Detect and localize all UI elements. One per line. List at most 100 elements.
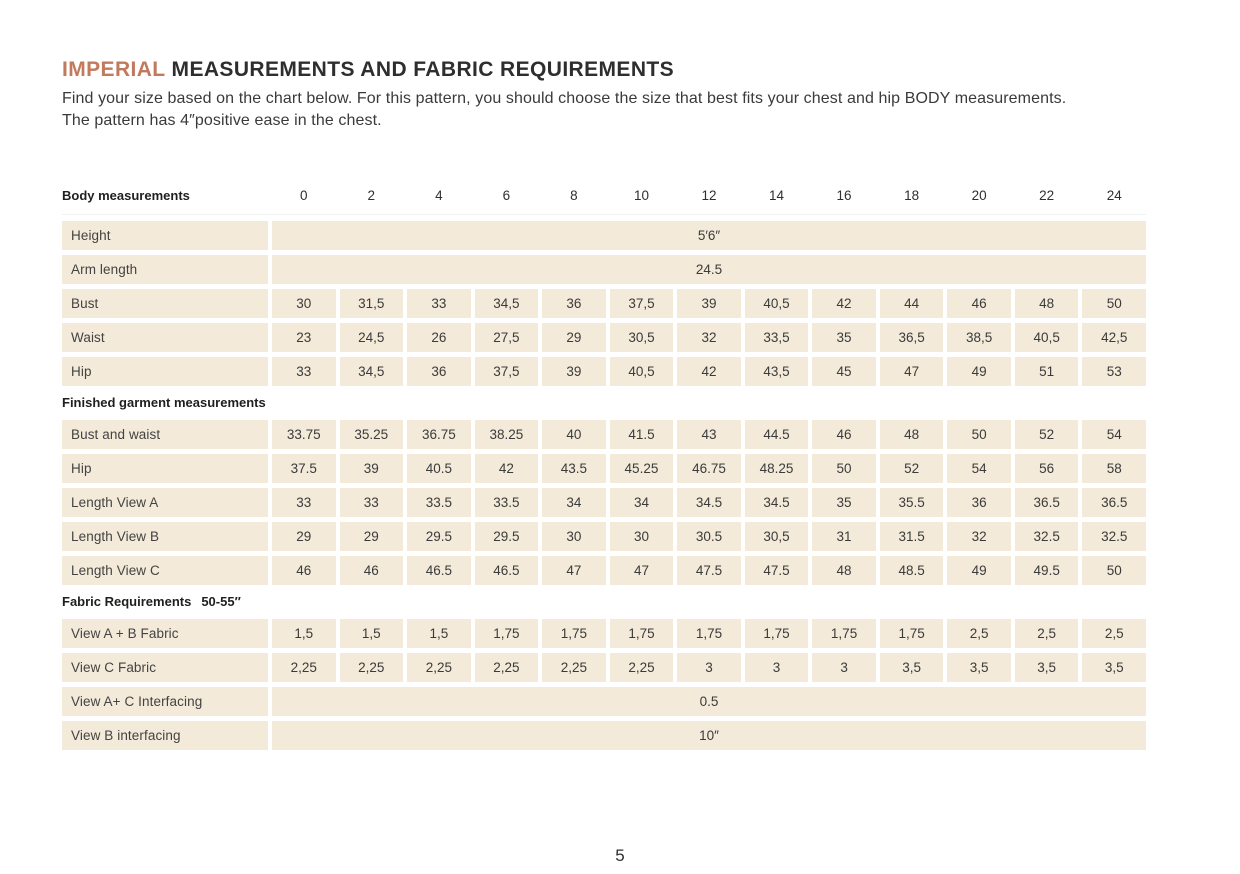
value-cell: 2,5 [1014,619,1079,648]
value-cell: 30 [609,522,674,551]
page-number: 5 [615,846,625,865]
value-cell: 46.75 [677,454,741,483]
value-cell: 54 [947,454,1011,483]
value-cell: 32.5 [1014,522,1079,551]
value-cell: 32.5 [1082,522,1146,551]
table-row: Bust and waist 33.75 35.25 36.75 38.25 40 41.5… [62,420,1146,449]
value-cell: 46.5 [407,556,471,585]
value-cell: 35.25 [339,420,404,449]
value-cell: 36,5 [879,323,944,352]
value-cell: 33.5 [407,488,471,517]
row-label: View A+ C Interfacing [62,687,268,716]
value-cell: 34,5 [339,357,404,386]
row-label: Bust [62,289,268,318]
row-label: Waist [62,323,268,352]
value-cell: 41.5 [609,420,674,449]
section-header-label: Body measurements [62,188,190,203]
value-cell: 42 [812,289,876,318]
value-cell: 34.5 [744,488,809,517]
merged-value-cell: 24.5 [272,255,1146,284]
size-column-header: 6 [502,188,511,203]
size-column-header: 0 [300,188,308,203]
value-cell: 44.5 [744,420,809,449]
size-column-header: 2 [367,188,376,203]
value-cell: 2,5 [1082,619,1146,648]
row-label: Length View B [62,522,268,551]
value-cell: 3,5 [1082,653,1146,682]
value-cell: 37,5 [609,289,674,318]
value-cell: 42,5 [1082,323,1146,352]
value-cell: 48.5 [879,556,944,585]
value-cell: 42 [474,454,539,483]
value-cell: 34 [609,488,674,517]
value-cell: 2,25 [474,653,539,682]
row-label: Length View C [62,556,268,585]
value-cell: 49.5 [1014,556,1079,585]
value-cell: 50 [947,420,1011,449]
value-cell: 40,5 [1014,323,1079,352]
value-cell: 2,25 [407,653,471,682]
table-row: Length View C 46 46 46.5 46.5 47 47 47.5 47.5 48 4… [62,556,1146,585]
table-row: View C Fabric 2,25 2,25 2,25 2,25 2,25 2,25 3 3 3… [62,653,1146,682]
value-cell: 52 [1014,420,1079,449]
value-cell: 31.5 [879,522,944,551]
size-column-header: 8 [570,188,578,203]
value-cell: 33 [339,488,404,517]
table-row: Hip 33 34,5 36 37,5 39 40,5 42 43,5 45 47 49 51 53 [62,357,1146,386]
size-column-header: 14 [769,188,785,203]
value-cell: 47 [609,556,674,585]
value-cell: 2,25 [339,653,404,682]
page-title: IMPERIAL MEASUREMENTS AND FABRIC REQUIREM… [62,58,1178,82]
value-cell: 54 [1082,420,1146,449]
document-page: IMPERIAL MEASUREMENTS AND FABRIC REQUIREM… [62,58,1178,750]
value-cell: 48 [812,556,876,585]
row-label: View B interfacing [62,721,268,750]
row-label: Bust and waist [62,420,268,449]
value-cell: 29 [272,522,336,551]
value-cell: 29.5 [474,522,539,551]
merged-value-cell: 5′6″ [272,221,1146,250]
table-section-header-row: Finished garment measurements [62,391,1146,413]
value-cell: 47.5 [677,556,741,585]
size-column-header: 16 [836,188,852,203]
measurement-table: Body measurements 0 2 4 6 8 10 12 14 16 18 20 22 24 He… [62,187,1146,750]
value-cell: 47 [879,357,944,386]
value-cell: 58 [1082,454,1146,483]
value-cell: 43 [677,420,741,449]
size-column-header: 4 [435,188,443,203]
value-cell: 42 [677,357,741,386]
size-column-header: 10 [633,188,649,203]
value-cell: 3 [744,653,809,682]
value-cell: 31 [812,522,876,551]
value-cell: 49 [947,357,1011,386]
table-row: Height 5′6″ [62,221,1146,250]
value-cell: 1,5 [272,619,336,648]
value-cell: 36 [542,289,606,318]
value-cell: 34 [542,488,606,517]
section-header-extra: 50-55″ [201,594,241,609]
value-cell: 1,5 [339,619,404,648]
value-cell: 40.5 [407,454,471,483]
row-label: Arm length [62,255,268,284]
value-cell: 46 [812,420,876,449]
row-label: Length View A [62,488,268,517]
merged-value-cell: 10″ [272,721,1146,750]
value-cell: 50 [1082,289,1146,318]
value-cell: 2,25 [542,653,606,682]
value-cell: 50 [812,454,876,483]
value-cell: 52 [879,454,944,483]
value-cell: 36 [407,357,471,386]
value-cell: 30 [272,289,336,318]
value-cell: 3,5 [879,653,944,682]
table-row: View A+ C Interfacing 0.5 [62,687,1146,716]
value-cell: 46.5 [474,556,539,585]
value-cell: 29 [542,323,606,352]
table-row: Arm length 24.5 [62,255,1146,284]
value-cell: 45.25 [609,454,674,483]
title-highlight: IMPERIAL [62,58,166,81]
value-cell: 2,5 [947,619,1011,648]
value-cell: 30,5 [744,522,809,551]
value-cell: 47.5 [744,556,809,585]
size-column-header: 12 [701,188,717,203]
value-cell: 1,75 [879,619,944,648]
